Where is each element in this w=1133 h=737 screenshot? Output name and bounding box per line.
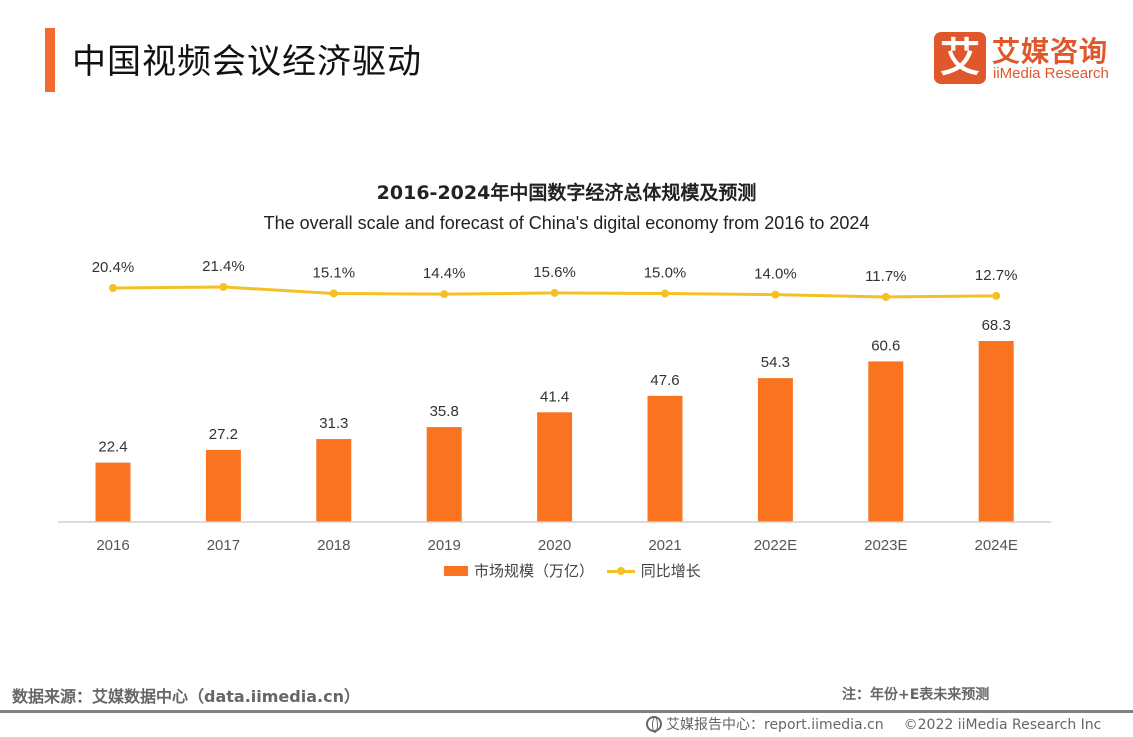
bar-value-label: 27.2 [209, 426, 238, 443]
growth-value-label: 14.0% [754, 266, 797, 283]
chart-legend: 市场规模（万亿） 同比增长 [444, 560, 709, 582]
bar-2018 [316, 439, 352, 522]
bar-value-label: 31.3 [319, 415, 348, 432]
x-tick-label: 2021 [648, 537, 681, 554]
legend-line-swatch-icon [606, 566, 635, 576]
bar-2024E [978, 341, 1014, 522]
growth-value-label: 14.4% [423, 265, 466, 282]
growth-point-2018 [329, 289, 338, 298]
bar-2022E [757, 378, 793, 522]
bar-2019 [426, 427, 462, 522]
title-accent-bar [45, 28, 55, 92]
bar-value-label: 35.8 [430, 403, 459, 420]
legend-label-growth: 同比增长 [640, 562, 701, 580]
legend-label-market-size: 市场规模（万亿） [474, 562, 595, 580]
growth-point-2020 [550, 288, 559, 297]
footer-bar: 艾媒报告中心：report.iimedia.cn ©2022 iiMedia Re… [646, 714, 1101, 734]
bar-value-label: 68.3 [982, 317, 1011, 334]
x-tick-label: 2024E [975, 537, 1018, 554]
legend-bar-swatch-icon [444, 565, 468, 576]
bar-value-label: 54.3 [761, 354, 790, 371]
growth-point-2019 [440, 290, 449, 299]
forecast-note: 注：年份+E表未来预测 [842, 687, 990, 703]
labels-layer: 22.4 2016 27.2 2017 31.3 2018 35.8 2019 41.4 2020… [92, 258, 1018, 554]
growth-value-label: 11.7% [865, 268, 906, 285]
report-center-link[interactable]: 艾媒报告中心：report.iimedia.cn [666, 717, 884, 733]
growth-value-label: 15.1% [313, 264, 356, 281]
growth-value-label: 21.4% [202, 258, 245, 275]
bar-2021 [647, 395, 683, 522]
iimedia-logo: 艾 艾媒咨询 iiMedia Research [934, 32, 1114, 86]
x-tick-label: 2017 [207, 537, 240, 554]
chart-subtitle: The overall scale and forecast of China'… [263, 213, 870, 233]
x-tick-label: 2018 [317, 537, 350, 554]
x-tick-label: 2020 [538, 537, 571, 554]
growth-point-2024E [992, 291, 1001, 300]
x-tick-label: 2019 [428, 537, 461, 554]
bar-value-label: 41.4 [540, 388, 569, 405]
globe-icon [646, 716, 662, 733]
footer-divider [0, 710, 1133, 713]
growth-point-2017 [219, 282, 228, 291]
legend-item-growth: 同比增长 [606, 560, 701, 581]
legend-item-market-size: 市场规模（万亿） [444, 560, 594, 581]
bar-value-label: 60.6 [871, 337, 900, 354]
x-tick-label: 2016 [96, 537, 129, 554]
bar-2016 [95, 462, 131, 522]
bar-2017 [205, 449, 241, 522]
growth-line-layer [109, 282, 1001, 301]
chart-title: 2016-2024年中国数字经济总体规模及预测 [376, 182, 757, 204]
growth-point-2021 [661, 289, 669, 298]
growth-value-label: 15.0% [644, 265, 687, 282]
bars-layer [95, 341, 1014, 522]
growth-point-2022E [771, 290, 780, 299]
bar-2023E [868, 361, 904, 522]
logo-mark-icon: 艾 [934, 32, 986, 84]
growth-value-label: 20.4% [92, 259, 135, 276]
x-tick-label: 2022E [754, 537, 797, 554]
bar-2020 [537, 412, 573, 522]
growth-point-2023E [881, 292, 890, 301]
logo-cn-text: 艾媒咨询 [992, 35, 1109, 68]
x-tick-label: 2023E [864, 537, 907, 554]
copyright: ©2022 iiMedia Research Inc [903, 717, 1102, 733]
bar-value-label: 22.4 [98, 439, 127, 456]
growth-point-2016 [109, 283, 117, 292]
logo-en-text: iiMedia Research [993, 65, 1109, 82]
growth-value-label: 15.6% [533, 264, 576, 281]
page-title: 中国视频会议经济驱动 [72, 42, 422, 82]
bar-value-label: 47.6 [650, 372, 679, 389]
data-source: 数据来源：艾媒数据中心（data.iimedia.cn） [12, 687, 360, 706]
growth-value-label: 12.7% [975, 267, 1018, 284]
